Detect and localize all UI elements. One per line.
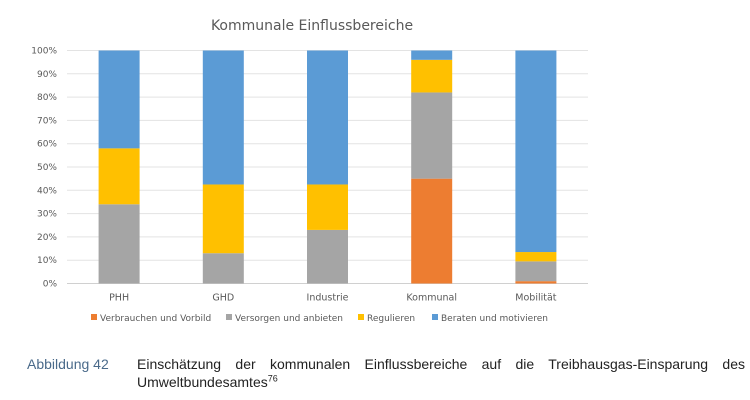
y-tick-label: 10% [37, 256, 57, 266]
caption-footnote: 76 [267, 373, 278, 384]
stacked-bar-chart: Kommunale Einflussbereiche 0% 10% 20% 30% 40… [31, 18, 588, 324]
x-category-label: PHH [109, 293, 129, 304]
y-tick-label: 70% [37, 116, 57, 126]
caption-text: Einschätzung der kommunalen Einflussbere… [137, 355, 745, 391]
caption-body: Einschätzung der kommunalen Einflussbere… [137, 356, 745, 390]
bar-segment [307, 229, 348, 284]
y-tick-label: 20% [37, 233, 57, 243]
bar-segment [515, 261, 557, 282]
bar-segment [411, 59, 453, 93]
caption-label: Abbildung 42 [27, 356, 109, 372]
x-category-label: Kommunal [406, 293, 457, 304]
chart-title: Kommunale Einflussbereiche [211, 18, 413, 34]
bar-segment [202, 253, 244, 284]
bar-segment [411, 92, 453, 179]
legend-swatch [91, 314, 97, 320]
bar-segment [202, 184, 244, 254]
x-category-label: GHD [212, 293, 234, 304]
legend-label: Regulieren [367, 314, 415, 324]
y-tick-label: 0% [43, 280, 58, 290]
legend: Verbrauchen und Vorbild Versorgen und anb… [91, 314, 548, 324]
bars [98, 50, 557, 284]
bar-segment [98, 148, 140, 205]
y-tick-label: 40% [37, 186, 57, 196]
x-category-label: Mobilität [515, 293, 557, 304]
x-axis-categories: PHH GHD Industrie Kommunal Mobilität [109, 293, 557, 304]
legend-label: Versorgen und anbieten [235, 314, 343, 324]
y-tick-label: 50% [37, 163, 57, 173]
legend-swatch [226, 314, 232, 320]
y-tick-label: 90% [37, 70, 57, 80]
legend-label: Verbrauchen und Vorbild [100, 314, 211, 324]
bar-segment [307, 184, 348, 230]
y-axis-ticks: 0% 10% 20% 30% 40% 50% 60% 70% 80% 90% 100% [31, 47, 57, 290]
x-category-label: Industrie [307, 293, 349, 304]
bar-segment [202, 50, 244, 185]
bar-segment [411, 178, 453, 284]
legend-swatch [432, 314, 438, 320]
bar-segment [98, 204, 140, 284]
bar-segment [98, 50, 140, 149]
y-tick-label: 60% [37, 140, 57, 150]
y-tick-label: 30% [37, 210, 57, 220]
legend-swatch [358, 314, 364, 320]
bar-segment [515, 50, 557, 253]
bar-segment [515, 252, 557, 262]
y-tick-label: 80% [37, 93, 57, 103]
bar-segment [307, 50, 348, 185]
y-tick-label: 100% [31, 47, 57, 57]
bar-segment [411, 50, 453, 60]
bar-segment [515, 281, 557, 284]
legend-label: Beraten und motivieren [441, 314, 548, 324]
